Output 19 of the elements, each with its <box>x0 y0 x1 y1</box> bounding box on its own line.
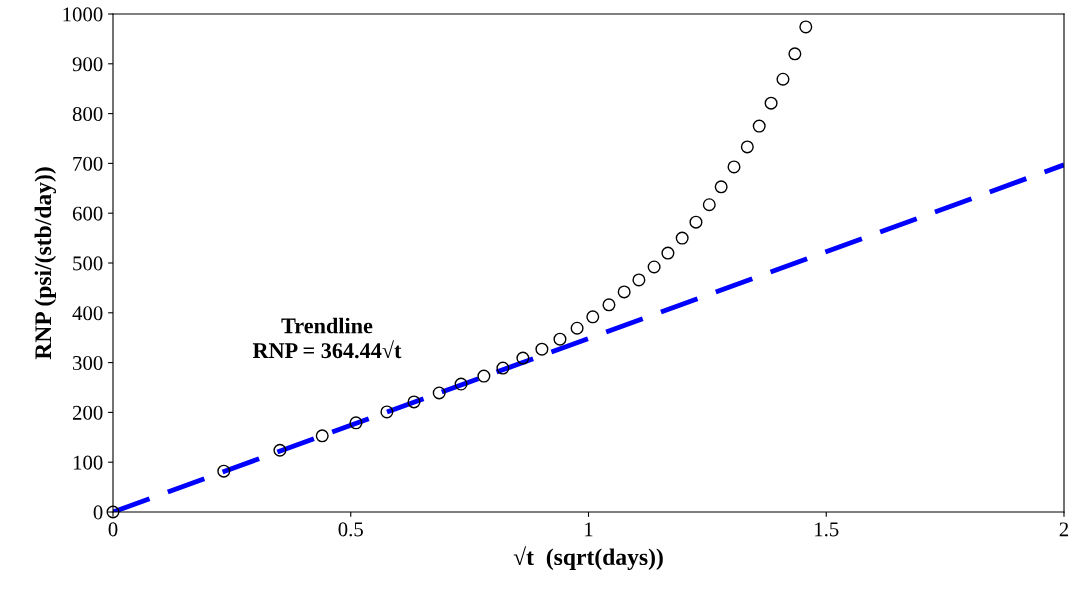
y-tick-label: 700 <box>73 156 103 171</box>
y-tick-label: 800 <box>72 106 103 122</box>
y-tick-label: 200 <box>72 405 103 420</box>
y-tick-label: 300 <box>73 355 103 371</box>
x-tick-label: 2 <box>1059 522 1069 537</box>
annotation: Trendline RNP = 364.44√t <box>252 317 402 359</box>
y-tick-label: 400 <box>72 306 103 321</box>
y-axis-title: RNP (psi/(stb/day)) <box>34 167 57 360</box>
x-tick-label: 0.5 <box>338 522 363 537</box>
y-tick-label: 900 <box>72 57 103 72</box>
x-tick-label: 0 <box>108 522 118 537</box>
y-tick-label: 0 <box>93 505 103 520</box>
y-tick-label: 1000 <box>63 7 103 22</box>
x-axis-title: √t (sqrt(days)) <box>513 546 663 570</box>
x-tick-label: 1 <box>585 522 593 537</box>
y-tick-label: 500 <box>73 256 103 271</box>
y-tick-label: 100 <box>73 455 103 470</box>
y-tick-label: 600 <box>72 206 103 221</box>
x-tick-label: 1.5 <box>815 522 839 537</box>
